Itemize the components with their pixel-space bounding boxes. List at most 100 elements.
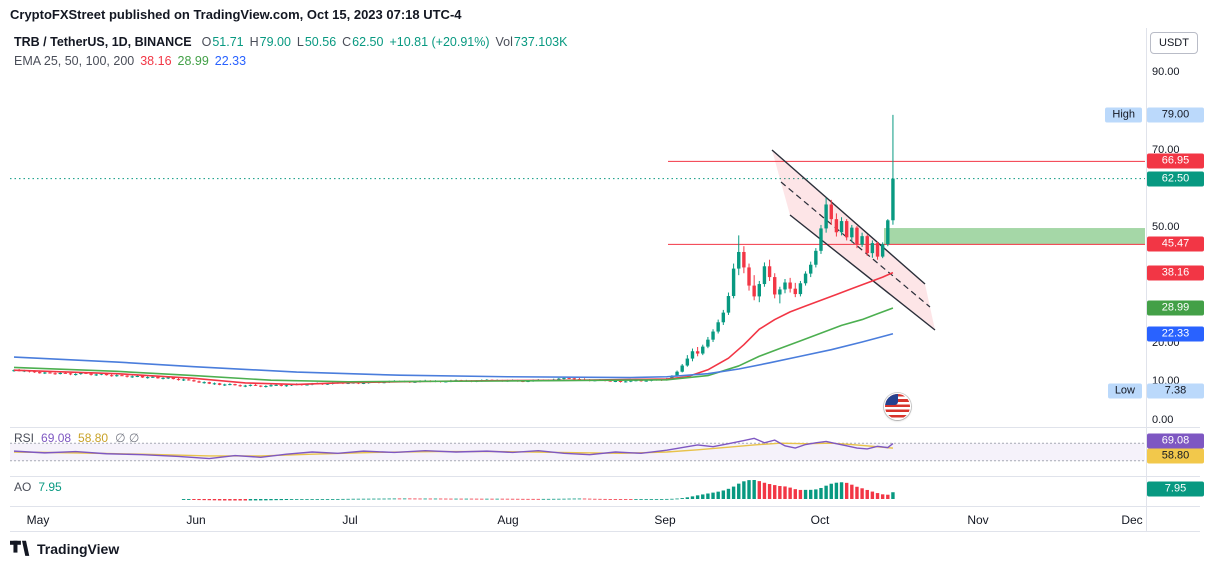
ema-50-line bbox=[13, 307, 894, 383]
pane-separator bbox=[10, 427, 1200, 428]
candle bbox=[747, 267, 751, 286]
candle bbox=[783, 282, 787, 290]
ao-bar bbox=[336, 498, 340, 500]
ao-bar bbox=[269, 499, 273, 501]
ao-bar bbox=[855, 486, 859, 499]
ao-bar bbox=[361, 498, 366, 500]
candle bbox=[742, 251, 746, 268]
candle bbox=[187, 379, 191, 381]
candle bbox=[94, 374, 98, 376]
candle bbox=[839, 221, 844, 233]
ao-bar bbox=[449, 498, 453, 500]
ema-label[interactable]: EMA 25, 50, 100, 200 bbox=[14, 54, 135, 68]
indicator-badge: 69.08 bbox=[1147, 433, 1204, 449]
ao-bar bbox=[629, 499, 633, 500]
candle bbox=[223, 384, 227, 386]
ao-bar bbox=[423, 498, 427, 500]
candle bbox=[670, 375, 674, 379]
candle bbox=[238, 385, 242, 387]
rsi-label[interactable]: RSI bbox=[14, 431, 35, 445]
ao-bar bbox=[793, 489, 797, 499]
ao-bar bbox=[372, 498, 376, 500]
ao-bar bbox=[773, 485, 777, 499]
candle bbox=[767, 266, 772, 278]
candle bbox=[706, 339, 710, 347]
ao-bar bbox=[690, 496, 695, 499]
ao-bar bbox=[495, 498, 499, 500]
ao-bar bbox=[289, 499, 294, 500]
candle bbox=[284, 385, 289, 387]
ao-bar bbox=[454, 498, 458, 500]
candle bbox=[572, 378, 576, 380]
ao-bar bbox=[464, 498, 469, 500]
candle bbox=[685, 358, 690, 366]
candle bbox=[695, 351, 700, 354]
ao-bar bbox=[300, 499, 304, 500]
ao-bar bbox=[320, 499, 325, 500]
indicator-badge: 58.80 bbox=[1147, 448, 1204, 464]
candle bbox=[305, 384, 309, 386]
ao-bar bbox=[685, 497, 690, 499]
ao-bar bbox=[670, 498, 674, 500]
ao-bar bbox=[798, 489, 803, 499]
ao-bar bbox=[752, 480, 756, 499]
ao-bar bbox=[557, 498, 561, 500]
ao-bar bbox=[274, 499, 278, 501]
candle bbox=[248, 384, 253, 386]
ao-bar bbox=[850, 484, 854, 499]
ao-bar bbox=[413, 498, 417, 500]
ao-bar bbox=[767, 484, 772, 499]
candle bbox=[731, 268, 736, 297]
ao-bar bbox=[814, 489, 818, 499]
symbol-title[interactable]: TRB / TetherUS, 1D, BINANCE bbox=[14, 35, 192, 49]
high-readout: H 79.00 bbox=[249, 35, 291, 49]
candle bbox=[212, 383, 217, 385]
ao-bar bbox=[469, 498, 474, 500]
ao-bar bbox=[634, 499, 638, 500]
ao-bar bbox=[531, 498, 535, 500]
ao-bar bbox=[418, 498, 422, 500]
us-flag-event-icon[interactable] bbox=[884, 393, 911, 420]
ao-bar bbox=[480, 498, 484, 500]
open-readout: O 51.71 bbox=[201, 35, 244, 49]
ao-legend-row: AO 7.95 bbox=[14, 480, 62, 494]
ao-bar bbox=[490, 498, 494, 500]
ao-label[interactable]: AO bbox=[14, 480, 32, 494]
ao-bar bbox=[510, 498, 515, 500]
ao-bar bbox=[865, 489, 869, 499]
ao-bar bbox=[803, 489, 808, 499]
candle bbox=[125, 375, 129, 377]
ao-bar bbox=[834, 482, 839, 499]
candle bbox=[68, 373, 73, 375]
ao-bar bbox=[346, 498, 350, 500]
ao-bar bbox=[639, 499, 643, 500]
candle bbox=[233, 384, 237, 386]
ao-bar bbox=[649, 499, 654, 500]
footer-brand[interactable]: TradingView bbox=[37, 540, 120, 557]
candle bbox=[824, 204, 828, 229]
ao-bar bbox=[706, 493, 710, 499]
candle bbox=[135, 375, 140, 377]
price-badge: 38.16 bbox=[1147, 265, 1204, 281]
pane-separator bbox=[10, 506, 1200, 507]
ao-bar bbox=[880, 494, 885, 499]
close-readout: C 62.50 bbox=[342, 35, 384, 49]
tradingview-logo[interactable] bbox=[10, 540, 30, 557]
rsi-legend-row: RSI 69.08 58.80 ∅ ∅ bbox=[14, 431, 139, 445]
ao-bar bbox=[613, 499, 618, 500]
candle bbox=[814, 250, 818, 265]
price-tick: 50.00 bbox=[1152, 220, 1180, 233]
ao-bar bbox=[788, 487, 792, 499]
currency-toggle-button[interactable]: USDT bbox=[1150, 32, 1198, 54]
ao-bar bbox=[598, 498, 602, 500]
price-badge: 79.00 bbox=[1147, 107, 1204, 123]
candle bbox=[48, 372, 52, 374]
ao-bar bbox=[731, 486, 736, 499]
candle bbox=[793, 288, 797, 295]
time-axis-label: Oct bbox=[810, 513, 830, 527]
candle bbox=[171, 377, 176, 380]
ao-bar bbox=[366, 498, 371, 500]
candle bbox=[253, 384, 258, 386]
ao-bar bbox=[516, 498, 520, 500]
